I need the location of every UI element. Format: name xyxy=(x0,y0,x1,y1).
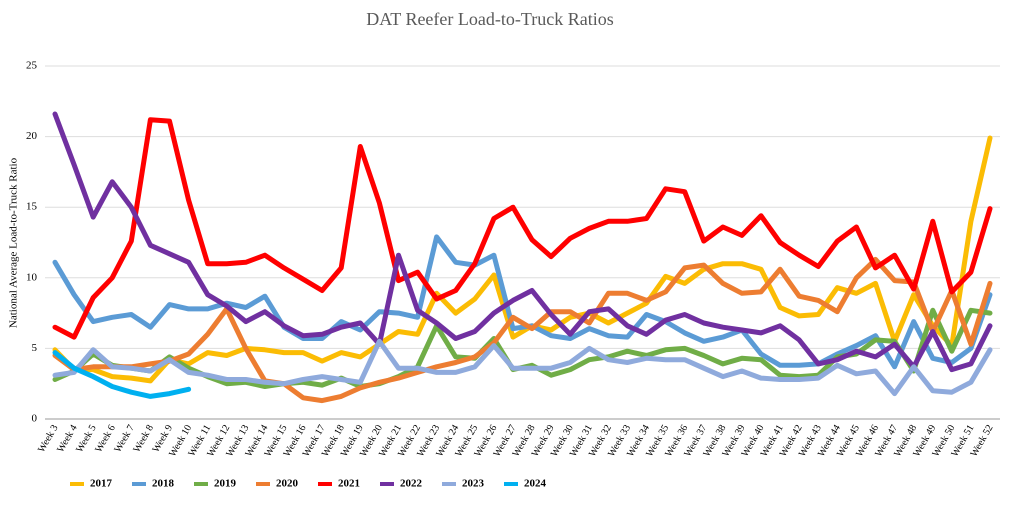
legend-label: 2019 xyxy=(214,478,237,490)
series-line xyxy=(52,135,993,384)
y-axis-label: National Average Load-to-Truck Ratio xyxy=(8,157,20,328)
legend-label: 2018 xyxy=(152,478,175,490)
series-line xyxy=(52,350,192,399)
y-tick-label: 20 xyxy=(26,130,38,142)
y-tick-label: 10 xyxy=(26,271,38,283)
series-line xyxy=(52,234,993,370)
series-line xyxy=(52,117,993,340)
legend-label: 2020 xyxy=(276,478,299,490)
chart-title: DAT Reefer Load-to-Truck Ratios xyxy=(366,9,613,29)
legend-label: 2021 xyxy=(338,478,360,490)
series-line xyxy=(52,338,993,397)
series-line xyxy=(52,256,993,404)
y-tick-label: 5 xyxy=(32,342,38,354)
y-tick-label: 25 xyxy=(26,60,38,72)
legend-label: 2023 xyxy=(462,478,485,490)
legend-label: 2024 xyxy=(524,478,547,490)
y-tick-label: 0 xyxy=(32,413,38,425)
legend-label: 2017 xyxy=(90,478,113,490)
legend-label: 2022 xyxy=(400,478,423,490)
series-line xyxy=(52,111,993,373)
y-tick-label: 15 xyxy=(26,201,38,213)
